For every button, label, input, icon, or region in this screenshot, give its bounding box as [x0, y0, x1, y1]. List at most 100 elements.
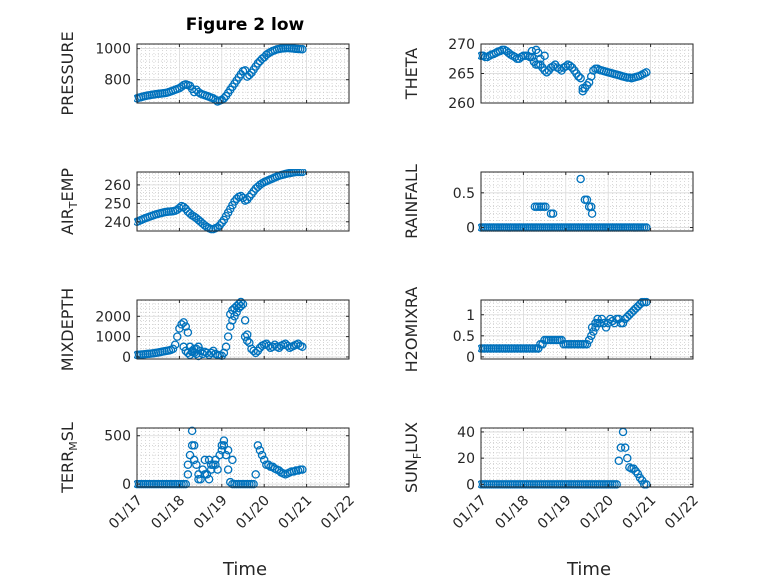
data-point	[255, 445, 265, 455]
data-point	[597, 314, 607, 324]
data-point	[213, 465, 222, 474]
data-point	[181, 479, 191, 489]
y-tick-label: 20	[457, 451, 475, 467]
axes-box	[136, 299, 350, 360]
data-point	[542, 68, 551, 77]
data-point	[593, 314, 602, 324]
data-point	[631, 467, 641, 476]
y-tick-label: 1	[466, 308, 475, 324]
data-point	[629, 306, 638, 315]
data-point	[253, 441, 263, 450]
y-axis-label: TERRMSL	[58, 422, 80, 494]
x-axis-label-left: Time	[222, 559, 267, 580]
figure-title: Figure 2 low	[186, 15, 305, 35]
data-point	[610, 318, 619, 328]
data-point	[642, 480, 651, 489]
y-tick-label: 0.5	[453, 329, 475, 345]
data-point	[268, 342, 277, 352]
y-tick-label: 250	[104, 196, 131, 212]
data-point	[283, 341, 292, 351]
y-axis-label: SUNFLUX	[402, 422, 424, 493]
y-axis-label-tail: SL	[58, 422, 77, 441]
data-point	[175, 203, 184, 213]
data-point	[232, 194, 241, 203]
data-point	[625, 310, 634, 319]
y-axis-label: MIXDEPTH	[58, 288, 77, 371]
data-point	[217, 445, 227, 455]
y-tick-label: 240	[104, 215, 131, 231]
data-point	[635, 473, 645, 483]
data-point	[251, 470, 260, 479]
y-axis-label-subscript: M	[67, 441, 80, 451]
y-axis-label: PRESSURE	[58, 31, 77, 115]
data-point	[185, 450, 195, 460]
data-point	[589, 66, 598, 75]
y-axis-label-main: AIR	[58, 208, 77, 235]
data-point	[599, 318, 609, 328]
data-point	[614, 456, 624, 466]
data-point	[642, 297, 651, 307]
y-tick-label: 2000	[95, 309, 131, 325]
data-point	[187, 441, 197, 450]
data-point	[259, 455, 269, 465]
data-point	[616, 443, 626, 452]
data-point	[591, 318, 600, 328]
axes-box	[136, 427, 350, 488]
data-point	[625, 463, 634, 472]
data-point	[240, 316, 250, 325]
data-point	[168, 344, 178, 354]
y-axis-label: H2OMIXRA	[402, 287, 421, 373]
data-point	[179, 342, 188, 352]
data-point	[612, 480, 621, 489]
data-point	[262, 50, 271, 60]
axes-box	[136, 171, 350, 232]
data-point	[183, 328, 193, 337]
y-axis-label-main: MIXDEPTH	[58, 288, 77, 371]
y-axis-label-subscript: T	[67, 201, 80, 209]
data-point	[219, 441, 229, 450]
y-axis-label-main: RAINFALL	[402, 164, 421, 239]
data-point	[219, 436, 229, 445]
data-point	[574, 72, 583, 81]
data-point	[298, 465, 307, 474]
data-point	[242, 336, 252, 345]
data-point	[298, 342, 307, 352]
data-point	[223, 465, 233, 474]
y-tick-label: 270	[448, 37, 475, 53]
y-axis-label-subscript: F	[411, 453, 424, 459]
y-tick-label: 1000	[95, 42, 131, 58]
subplot-rainfall: 0 0.5 RAINFALL	[402, 164, 694, 239]
data-point	[606, 314, 615, 324]
y-axis-label-main: H2OMIXRA	[402, 287, 421, 373]
subplot-pressure: 800 1000 PRESSURE	[58, 31, 350, 116]
series-markers	[478, 45, 651, 96]
data-point	[242, 330, 252, 339]
y-axis-label: THETA	[402, 48, 421, 100]
data-point	[189, 455, 199, 465]
data-point	[192, 460, 201, 470]
data-point	[187, 426, 197, 436]
data-point	[586, 331, 596, 341]
axes-box	[480, 299, 694, 360]
data-point	[226, 309, 235, 319]
data-point	[236, 297, 246, 307]
data-point	[576, 174, 585, 184]
data-point	[541, 202, 550, 211]
axes-box	[480, 171, 694, 232]
data-point	[620, 314, 630, 324]
data-point	[206, 465, 216, 474]
y-tick-label: 800	[104, 73, 131, 89]
series-markers	[134, 426, 307, 489]
data-point	[264, 460, 273, 470]
y-tick-label: 0	[122, 477, 131, 493]
data-point	[196, 475, 205, 484]
plot-area	[481, 300, 693, 359]
data-point	[510, 52, 520, 62]
data-point	[631, 304, 641, 313]
data-point	[582, 339, 592, 349]
data-point	[538, 339, 547, 349]
data-point	[587, 209, 597, 218]
data-point	[618, 318, 628, 328]
